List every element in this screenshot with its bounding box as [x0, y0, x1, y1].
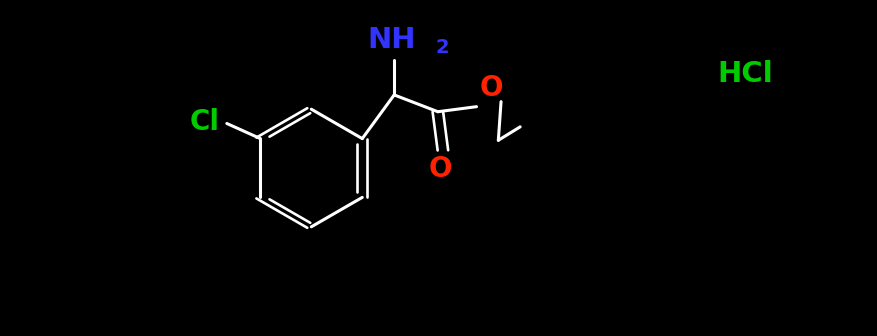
Text: O: O [479, 74, 503, 101]
Text: O: O [429, 155, 452, 183]
Text: Cl: Cl [189, 108, 220, 136]
Text: NH: NH [367, 26, 416, 54]
Text: HCl: HCl [717, 60, 774, 88]
Text: 2: 2 [435, 38, 449, 57]
